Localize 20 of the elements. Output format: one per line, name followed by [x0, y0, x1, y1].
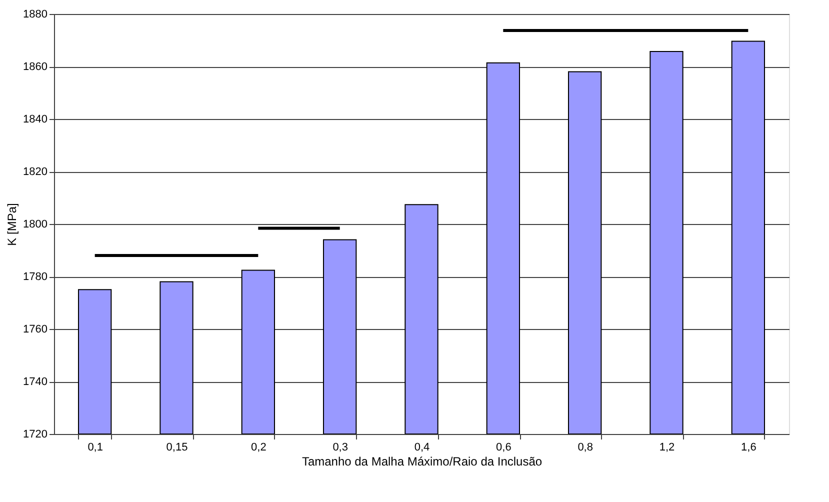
- x-tick-label: 1,2: [659, 442, 675, 454]
- y-tick-label: 1860: [23, 61, 48, 73]
- y-tick-label: 1780: [23, 271, 48, 283]
- x-tick-label: 0,6: [496, 442, 512, 454]
- y-tick-label: 1760: [23, 324, 48, 336]
- y-tick-label: 1720: [23, 428, 48, 440]
- x-tick-label: 1,6: [741, 442, 756, 454]
- x-axis-title: Tamanho da Malha Máximo/Raio da Inclusão: [302, 454, 542, 468]
- x-tick-label: 0,15: [166, 442, 188, 454]
- x-tick-label: 0,8: [578, 442, 593, 454]
- y-tick-label: 1820: [23, 166, 48, 178]
- x-tick-label: 0,4: [414, 442, 430, 454]
- x-tick-label: 0,1: [88, 442, 103, 454]
- y-tick-label: 1880: [23, 8, 48, 20]
- x-tick-label: 0,2: [251, 442, 266, 454]
- y-axis-title: K [MPa]: [5, 203, 20, 246]
- y-tick-label: 1840: [23, 114, 48, 126]
- y-tick-label: 1740: [23, 376, 48, 388]
- x-tick-label: 0,3: [332, 442, 348, 454]
- y-tick-label: 1800: [23, 218, 48, 230]
